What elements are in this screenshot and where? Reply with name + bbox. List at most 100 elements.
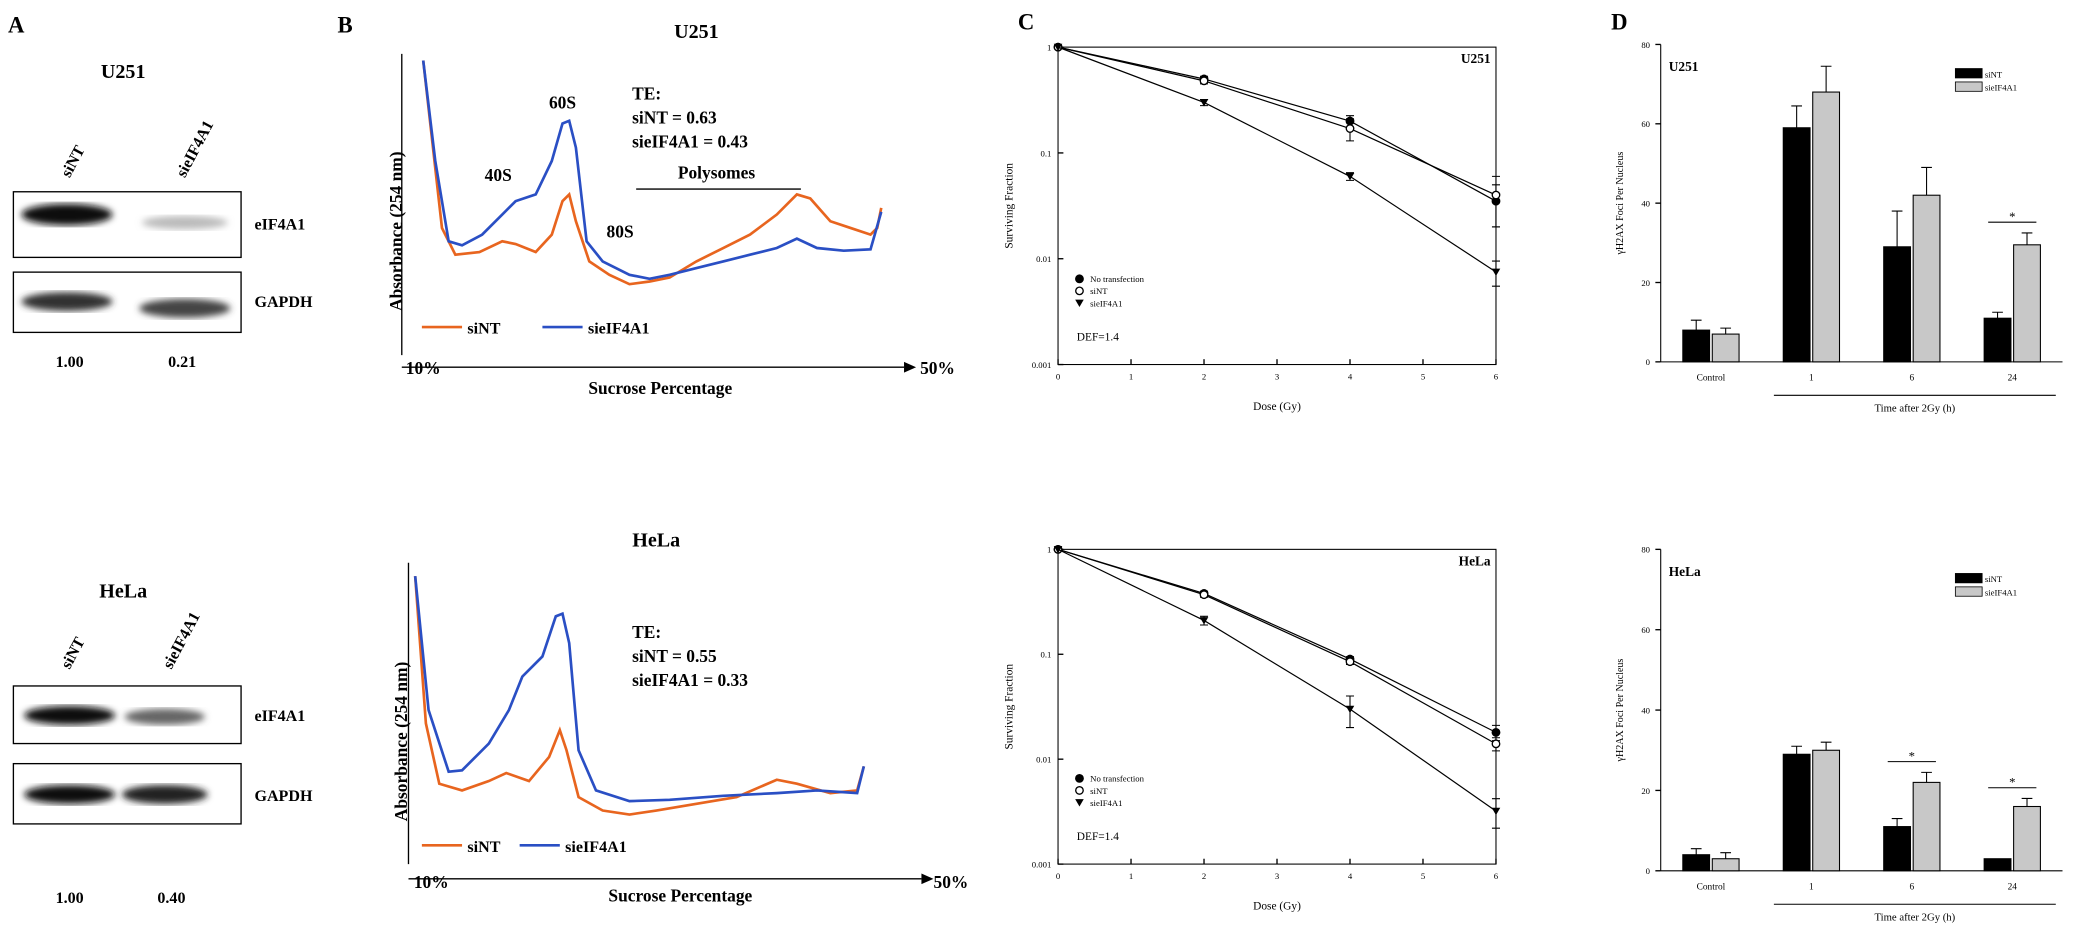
x-tick-label: 1 <box>1809 374 1814 384</box>
legend-label: siNT <box>1985 69 2003 79</box>
series-line <box>1057 46 1497 202</box>
bar <box>1883 826 1912 872</box>
y-label: Absorbance (254 nm) <box>386 151 406 311</box>
legend-label: sieIF4A1 <box>1090 798 1122 808</box>
x-tick-label: 6 <box>1494 371 1499 381</box>
band <box>21 203 113 226</box>
band <box>21 292 113 311</box>
legend-swatch <box>1954 586 1983 597</box>
series-line <box>1057 548 1497 733</box>
legend-label: siNT <box>467 321 500 338</box>
x-tick-label: 1 <box>1809 883 1814 893</box>
bar <box>1711 858 1740 872</box>
x-tick-label: 1 <box>1129 871 1133 881</box>
panel-label: D <box>1611 10 1627 35</box>
quantification: 0.21 <box>168 354 196 371</box>
y-tick-label: 20 <box>1641 786 1650 796</box>
y-tick-label: 40 <box>1641 705 1650 715</box>
x-axis-label: Dose (Gy) <box>1253 401 1301 413</box>
error-bar <box>1891 210 1903 247</box>
marker <box>1345 124 1355 133</box>
blot-hela: HeLa siNT sieIF4A1 eIF4A1 GAPDH 1.00 0.4… <box>12 581 313 907</box>
marker <box>1199 617 1209 625</box>
chart-title: HeLa <box>1669 564 1701 579</box>
annotation: DEF=1.4 <box>1077 331 1119 343</box>
error-bar <box>1791 105 1803 128</box>
profile-curve <box>413 576 866 816</box>
te-value: sieIF4A1 = 0.43 <box>632 132 748 152</box>
bar <box>1682 854 1711 872</box>
x-tick-label: 5 <box>1421 871 1425 881</box>
y-tick-label: 1 <box>1047 42 1051 52</box>
y-axis-label: γH2AX Foci Per Nucleus <box>1615 659 1626 763</box>
bar <box>1883 246 1912 363</box>
legend-label: No transfection <box>1090 774 1144 784</box>
profile-curve <box>421 60 883 281</box>
y-axis-label: Surviving Fraction <box>1004 163 1016 249</box>
legend-marker <box>1075 786 1084 795</box>
legend-swatch <box>1954 68 1983 79</box>
bar <box>1782 127 1811 363</box>
significance-label: * <box>2009 210 2015 224</box>
marker <box>1053 546 1063 554</box>
band <box>124 708 205 725</box>
protein-label: GAPDH <box>254 788 313 805</box>
quantification: 1.00 <box>56 354 84 371</box>
significance-label: * <box>1909 749 1915 763</box>
legend-label: sieIF4A1 <box>1985 83 2017 93</box>
te-value: siNT = 0.63 <box>632 107 717 127</box>
marker <box>1345 705 1355 714</box>
y-tick-label: 1 <box>1047 545 1051 555</box>
protein-label: eIF4A1 <box>254 216 305 233</box>
legend-swatch <box>1954 573 1983 584</box>
plot-frame <box>1057 46 1497 366</box>
profile-curve <box>421 60 883 286</box>
error-bar <box>1820 741 1832 751</box>
series-line <box>1057 46 1497 273</box>
te-label: TE: <box>632 622 661 642</box>
x-tick-label: 24 <box>2008 883 2018 893</box>
peak-label: Polysomes <box>678 162 756 182</box>
y-axis-label: γH2AX Foci Per Nucleus <box>1615 152 1626 256</box>
error-bar <box>2021 232 2033 245</box>
te-label: TE: <box>632 83 661 103</box>
significance-label: * <box>2009 775 2015 789</box>
x-end: 50% <box>920 358 955 378</box>
error-bar <box>1690 848 1702 855</box>
profile-curve <box>413 576 866 803</box>
band <box>139 298 231 318</box>
band <box>24 785 116 804</box>
lane-label: sieIF4A1 <box>160 609 204 671</box>
marker <box>1345 173 1355 181</box>
error-bar <box>1992 311 2003 319</box>
error-bar <box>1921 771 1932 783</box>
chart: 0 20 40 60 80 Control 1 6 24 Time after 2Gy (h) γH… <box>1615 545 2063 923</box>
x-tick-label: 3 <box>1275 371 1279 381</box>
y-label: Absorbance (254 nm) <box>391 661 411 821</box>
x-tick-label: Control <box>1697 883 1726 893</box>
y-axis-label: Surviving Fraction <box>1004 664 1016 750</box>
x-end: 50% <box>933 872 968 892</box>
y-tick-label: 60 <box>1641 119 1650 129</box>
x-tick-label: 1 <box>1129 371 1133 381</box>
x-tick-label: 6 <box>1494 871 1499 881</box>
x-start: 10% <box>414 872 449 892</box>
x-tick-label: 6 <box>1909 374 1914 384</box>
marker <box>1491 727 1501 737</box>
band <box>141 215 228 230</box>
y-tick-label: 0.01 <box>1036 254 1051 264</box>
profile-title: HeLa <box>632 530 680 552</box>
y-tick-label: 0 <box>1646 357 1651 367</box>
bar <box>1711 333 1740 363</box>
bar <box>1912 194 1941 363</box>
x-tick-label: Control <box>1697 374 1726 384</box>
x-tick-label: 4 <box>1348 871 1353 881</box>
series-line <box>1057 46 1497 196</box>
te-value: siNT = 0.55 <box>632 646 717 666</box>
lane-label: siNT <box>58 634 89 671</box>
arrow-head <box>921 873 934 885</box>
protein-label: GAPDH <box>254 294 313 311</box>
panel-label: B <box>338 12 353 37</box>
y-tick-label: 0.1 <box>1040 650 1051 660</box>
